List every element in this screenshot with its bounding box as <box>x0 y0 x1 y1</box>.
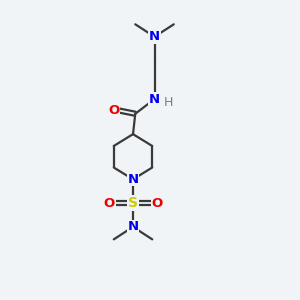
Text: O: O <box>151 196 162 210</box>
Text: O: O <box>103 196 115 210</box>
Text: N: N <box>149 92 160 106</box>
Text: S: S <box>128 196 138 210</box>
Text: N: N <box>128 220 139 233</box>
Text: O: O <box>108 104 119 117</box>
Text: H: H <box>164 96 173 109</box>
Text: N: N <box>128 173 139 186</box>
Text: N: N <box>149 30 160 43</box>
